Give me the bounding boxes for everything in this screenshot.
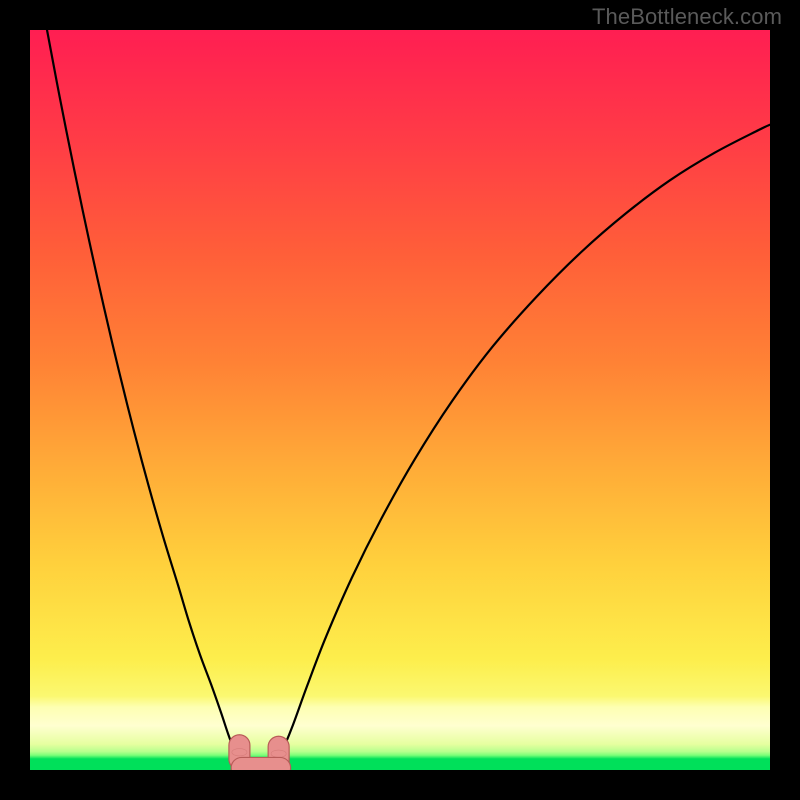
chart-svg — [30, 30, 770, 770]
marker-vertical-waist-1 — [271, 750, 286, 757]
watermark-text: TheBottleneck.com — [592, 4, 782, 30]
chart-background — [30, 30, 770, 770]
marker-horizontal — [231, 757, 290, 770]
bottleneck-chart — [30, 30, 770, 770]
marker-vertical-waist-0 — [232, 749, 247, 756]
